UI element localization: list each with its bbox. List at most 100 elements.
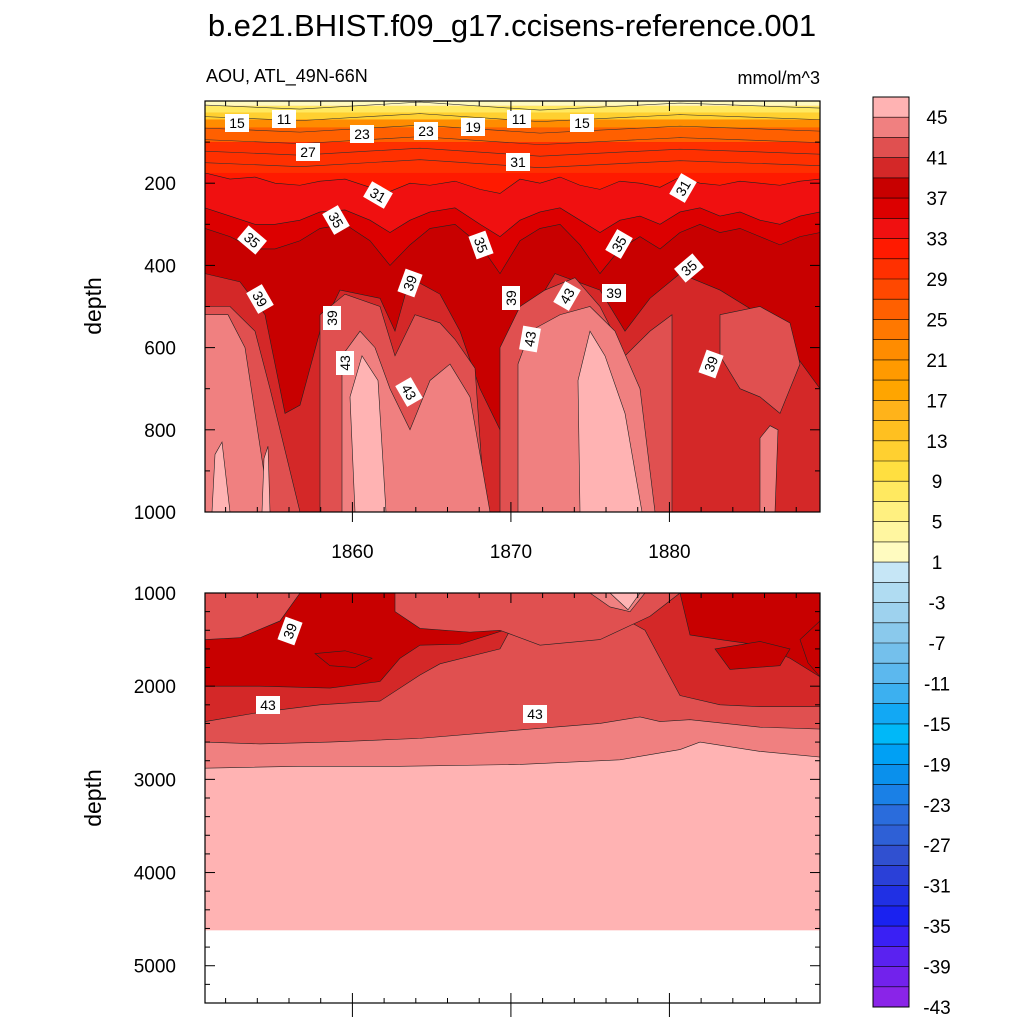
surface-contour-line (204, 159, 821, 168)
contour-label-bg (414, 122, 438, 140)
colorbar-label: -39 (923, 958, 950, 979)
contour-label: 43 (395, 377, 423, 407)
contour-label-bg (523, 705, 547, 723)
colorbar-label: 25 (926, 310, 947, 331)
contour-label: 11 (272, 110, 296, 128)
contour-label: 31 (669, 173, 697, 203)
contour-label-text: 11 (277, 111, 292, 127)
contour-label: 39 (397, 268, 423, 298)
contour-label-bg (237, 225, 267, 255)
contour-label-bg (336, 351, 354, 375)
colorbar-swatch (873, 481, 909, 502)
colorbar-swatch (873, 723, 909, 745)
contour-label-bg (256, 696, 280, 714)
colorbar: 45 41 37 33 29 25 21 17 13 9 5 1 -3 -7 -11 -15 -19 -23 -27… (872, 96, 951, 1019)
contour-label-bg (602, 284, 626, 302)
contour-45-patch (349, 355, 387, 513)
colorbar-swatch (873, 117, 909, 138)
contour-37-core (714, 641, 791, 670)
contour-label: 15 (570, 114, 594, 132)
contour-label: 27 (296, 143, 320, 161)
contour-label-bg (323, 306, 341, 330)
contour-label-bg (507, 110, 531, 128)
colorbar-swatch (873, 582, 909, 603)
colorbar-swatch (873, 359, 909, 381)
colorbar-label: -11 (924, 674, 950, 695)
y-tick-label: 200 (144, 174, 176, 195)
contour-label-bg (397, 268, 423, 298)
colorbar-label: -31 (923, 877, 950, 898)
colorbar-swatch (873, 986, 909, 1008)
contour-label: 11 (507, 110, 531, 128)
contour-label-bg (363, 181, 393, 209)
contour-label-bg (669, 173, 697, 203)
contour-label-text: 15 (229, 115, 245, 131)
contour-label-text: 35 (608, 233, 630, 255)
colorbar-swatch (873, 825, 909, 846)
colorbar-label: -19 (923, 755, 950, 776)
surface-contour-line (204, 147, 821, 157)
contour-label-text: 19 (465, 119, 481, 135)
contour-label: 35 (237, 225, 267, 255)
contour-label-text: 15 (574, 115, 590, 131)
contour-label-text: 43 (556, 285, 578, 307)
colorbar-swatch (873, 541, 909, 563)
contour-label-bg (350, 125, 374, 143)
lower-contour-panel: 39 43 43 1000 2000 3000 4000 5000 depth (80, 584, 821, 1017)
contour-label-bg (553, 281, 581, 311)
contour-label: 23 (350, 125, 374, 143)
colorbar-swatch (873, 501, 909, 522)
contour-label-bg (272, 110, 296, 128)
y-axis-label: depth (80, 277, 106, 335)
contour-label: 43 (256, 696, 280, 714)
colorbar-label: -35 (923, 917, 950, 938)
colorbar-swatch (873, 177, 909, 199)
contour-label: 43 (523, 705, 547, 723)
contour-label-text: 27 (300, 144, 316, 160)
contour-label-text: 31 (367, 184, 389, 206)
colorbar-swatch (873, 380, 909, 401)
contour-label-text: 23 (354, 126, 370, 142)
colorbar-swatch (873, 663, 909, 684)
colorbar-label: 9 (932, 472, 943, 493)
contour-label-text: 31 (672, 177, 694, 199)
contour-label-text: 43 (521, 330, 539, 348)
colorbar-swatch (873, 198, 909, 219)
contour-label-text: 39 (606, 285, 622, 301)
y-axis-label: depth (80, 769, 106, 827)
contour-label-bg (395, 377, 423, 407)
colorbar-swatch (873, 703, 909, 725)
colorbar-swatch (873, 602, 909, 624)
colorbar-label: 33 (926, 230, 947, 251)
contour-label-bg (468, 230, 494, 260)
y-tick-label: 400 (144, 256, 176, 277)
contour-label-text: 43 (527, 706, 543, 722)
colorbar-label: -7 (929, 634, 946, 655)
contour-label: 35 (322, 205, 350, 235)
colorbar-swatch (873, 461, 909, 482)
contour-label-bg (519, 325, 541, 353)
contour-label: 43 (336, 351, 354, 375)
colorbar-swatch (873, 97, 909, 118)
colorbar-label: 13 (926, 432, 947, 453)
units-label: mmol/m^3 (738, 68, 820, 88)
surface-band-top-1 (205, 105, 820, 113)
colorbar-swatch (873, 562, 909, 583)
contour-label-text: 35 (325, 209, 347, 231)
colorbar-label: 29 (926, 270, 947, 291)
contour-label: 43 (519, 325, 541, 353)
colorbar-label: 45 (926, 108, 947, 129)
contour-label-bg (322, 205, 350, 235)
colorbar-label: 41 (926, 149, 947, 170)
contour-label: 35 (674, 253, 704, 283)
contour-label-bg (506, 153, 530, 171)
contour-label-bg (246, 284, 274, 314)
colorbar-swatch (873, 622, 909, 644)
contour-43-patch (759, 425, 779, 513)
colorbar-label: 5 (932, 513, 943, 534)
y-tick-label: 800 (144, 421, 176, 442)
colorbar-swatch (873, 400, 909, 421)
colorbar-label: 37 (926, 189, 947, 210)
x-tick-label: 1880 (648, 542, 690, 563)
y-tick-label: 1000 (134, 584, 176, 605)
